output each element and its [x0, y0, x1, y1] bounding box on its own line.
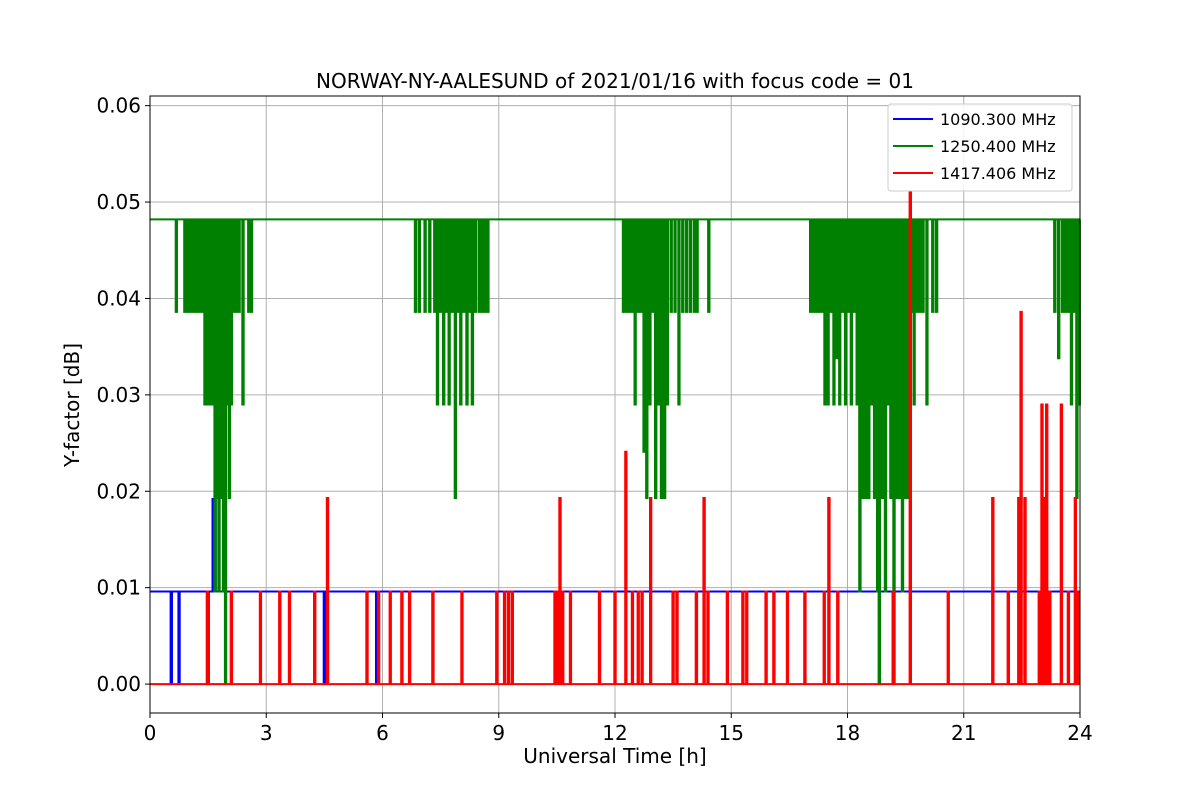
series-line-2 [150, 218, 1081, 686]
series-line-3 [150, 191, 1080, 686]
legend-label: 1250.400 MHz [940, 137, 1056, 156]
series-layer [150, 191, 1081, 686]
x-tick-label: 6 [376, 721, 389, 745]
y-tick-label: 0.05 [96, 190, 141, 214]
y-axis: 0.00 0.01 0.02 0.03 0.04 0.05 0.06 [96, 94, 150, 696]
y-tick-label: 0.00 [96, 672, 141, 696]
legend-label: 1417.406 MHz [940, 164, 1056, 183]
x-tick-label: 15 [719, 721, 744, 745]
x-tick-label: 9 [492, 721, 505, 745]
x-axis: 0 3 6 9 12 15 18 21 24 [144, 713, 1093, 745]
x-axis-label: Universal Time [h] [523, 744, 706, 768]
x-tick-label: 24 [1067, 721, 1092, 745]
y-tick-label: 0.02 [96, 479, 141, 503]
x-tick-label: 21 [951, 721, 976, 745]
chart-title: NORWAY-NY-AALESUND of 2021/01/16 with fo… [316, 69, 914, 93]
x-tick-label: 12 [602, 721, 627, 745]
series-line-1 [150, 498, 1080, 686]
x-tick-label: 3 [260, 721, 273, 745]
legend-box [887, 103, 1073, 192]
y-tick-label: 0.06 [96, 94, 141, 118]
x-tick-label: 0 [144, 721, 157, 745]
y-tick-label: 0.01 [96, 576, 141, 600]
y-axis-label: Y-factor [dB] [60, 343, 84, 468]
y-tick-label: 0.04 [96, 286, 141, 310]
legend-label: 1090.300 MHz [940, 110, 1056, 129]
x-tick-label: 18 [835, 721, 860, 745]
y-tick-label: 0.03 [96, 383, 141, 407]
legend: 1090.300 MHz 1250.400 MHz 1417.406 MHz [887, 103, 1073, 192]
